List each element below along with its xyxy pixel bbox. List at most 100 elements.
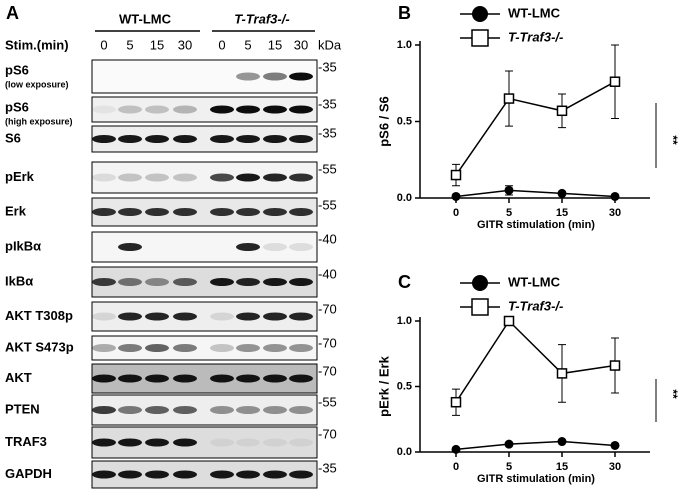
marker [556, 105, 568, 117]
panel-label: B [398, 3, 411, 23]
blot-band [210, 208, 234, 216]
blot-band [92, 438, 116, 447]
blot-band [145, 208, 169, 216]
row-label: pErk [5, 169, 35, 184]
blot-band [236, 312, 260, 321]
marker [504, 185, 514, 195]
stim-label: Stim.(min) [5, 37, 69, 52]
row-label: AKT [5, 370, 32, 385]
y-tick-label: 1.0 [397, 315, 412, 327]
blot-band [210, 406, 234, 414]
blot-band [210, 173, 234, 182]
blot-band [145, 173, 169, 182]
blot-band [173, 344, 197, 352]
blot-band [210, 344, 234, 352]
blot-band [145, 470, 169, 479]
blot-band [289, 208, 313, 216]
significance: ** [666, 389, 680, 399]
blot-band [118, 374, 142, 383]
marker [450, 396, 462, 408]
blot-band [263, 470, 287, 479]
lane-label: 15 [150, 37, 164, 52]
marker [451, 444, 461, 454]
marker [610, 440, 620, 450]
blot-band [118, 344, 142, 352]
blot-band [173, 374, 197, 383]
y-tick-label: 0.0 [397, 446, 412, 458]
blot-band [236, 344, 260, 352]
marker [610, 191, 620, 201]
blot-band [210, 470, 234, 479]
kda-value: -40 [318, 231, 337, 246]
panel-label: A [6, 3, 19, 23]
x-tick-label: 5 [506, 461, 512, 473]
blot-band [173, 406, 197, 414]
blot-band [289, 173, 313, 182]
row-label: AKT T308p [5, 308, 73, 323]
marker [557, 437, 567, 447]
blot-band [145, 344, 169, 352]
marker [472, 275, 488, 291]
x-axis-label: GITR stimulation (min) [477, 219, 595, 231]
kda-value: -70 [318, 301, 337, 316]
row-label: Erk [5, 203, 27, 218]
lane-label: 30 [178, 37, 192, 52]
marker [609, 360, 621, 371]
blot-band [118, 135, 142, 143]
row-label: pS6 [5, 62, 29, 77]
blot-band [289, 135, 313, 143]
blot-band [289, 406, 313, 414]
blot-band [289, 105, 313, 114]
blot-band [289, 470, 313, 479]
blot-band [118, 312, 142, 321]
blot-band [92, 105, 116, 114]
blot-band [210, 278, 234, 286]
blot-band [92, 173, 116, 182]
blot-band [118, 470, 142, 479]
blot-band [92, 278, 116, 286]
row-label: pIkBα [5, 238, 41, 253]
blot-band [263, 344, 287, 352]
blot-band [289, 344, 313, 352]
blot-band [173, 312, 197, 321]
kda-value: -35 [318, 59, 337, 74]
blot-band [263, 72, 287, 81]
blot-band [92, 374, 116, 383]
blot-band [118, 208, 142, 216]
row-label: S6 [5, 130, 21, 145]
blot-band [263, 374, 287, 383]
marker [471, 298, 489, 316]
kda-value: -70 [318, 335, 337, 350]
blot-band [263, 243, 287, 251]
legend-label: T-Traf3-/- [508, 29, 563, 44]
row-label: AKT S473p [5, 339, 74, 354]
blot-band [210, 312, 234, 321]
blot-band [289, 278, 313, 286]
marker [557, 188, 567, 198]
x-tick-label: 30 [609, 207, 621, 219]
marker [504, 439, 514, 449]
blot-band [92, 344, 116, 352]
legend-label: WT-LMC [508, 274, 561, 289]
x-tick-label: 0 [453, 207, 459, 219]
lane-label: 15 [268, 37, 282, 52]
y-axis-label: pS6 / S6 [376, 96, 391, 147]
lane-label: 0 [218, 37, 225, 52]
blot-band [289, 438, 313, 447]
row-label: pS6 [5, 99, 29, 114]
y-axis-label: pErk / Erk [376, 355, 391, 416]
blot-band [173, 438, 197, 447]
blot-band [236, 105, 260, 114]
row-label: GAPDH [5, 466, 52, 481]
x-tick-label: 15 [556, 207, 568, 219]
y-tick-label: 1.0 [397, 39, 412, 51]
x-tick-label: 0 [453, 461, 459, 473]
blot-band [210, 135, 234, 143]
marker [556, 368, 568, 379]
blot-band [173, 208, 197, 216]
blot-band [173, 278, 197, 286]
blot-band [236, 173, 260, 182]
blot-band [118, 278, 142, 286]
blot-band [263, 312, 287, 321]
